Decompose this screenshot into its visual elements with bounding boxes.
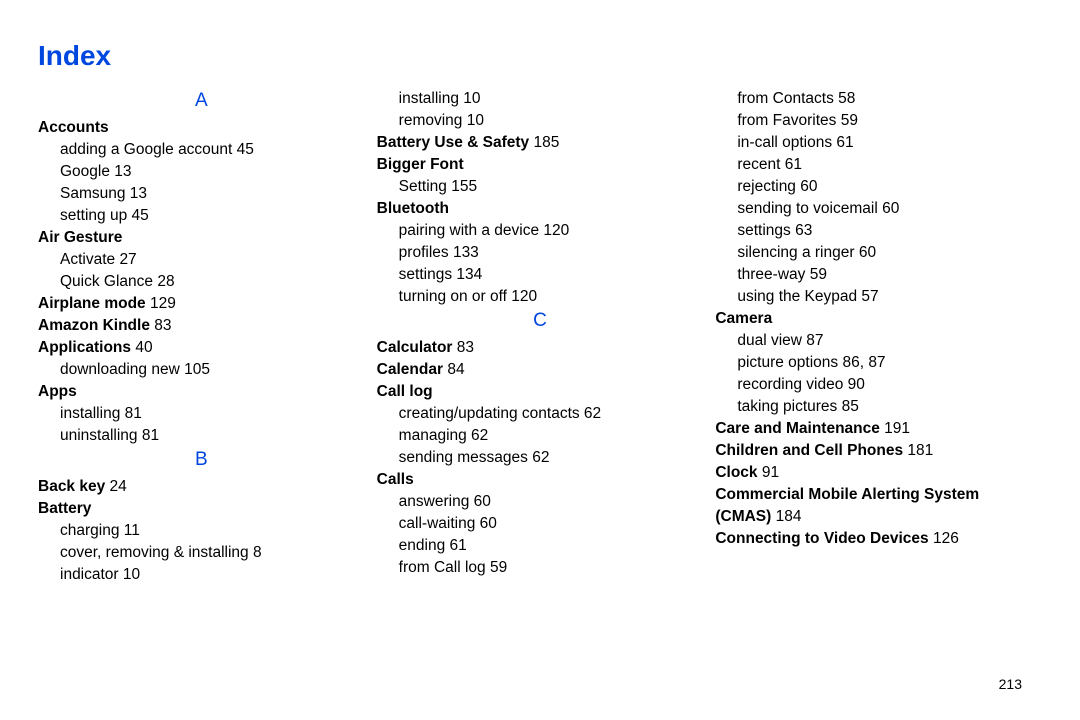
index-columns: A Accounts adding a Google account 45 Go…: [38, 88, 1042, 586]
column-2: installing 10 removing 10 Battery Use & …: [377, 88, 704, 586]
camera-sub1: dual view 87: [715, 330, 1042, 352]
battery-sub3: indicator 10: [38, 564, 365, 586]
bluetooth-sub4: turning on or off 120: [377, 286, 704, 308]
cmas-page: 184: [771, 508, 801, 525]
apps-sub2: uninstalling 81: [38, 425, 365, 447]
apps-sub1: installing 81: [38, 403, 365, 425]
care-page: 191: [880, 420, 910, 437]
calls-sub11: settings 63: [715, 220, 1042, 242]
applications-sub1: downloading new 105: [38, 359, 365, 381]
battery-sub1: charging 11: [38, 520, 365, 542]
apps-term: Apps: [38, 383, 77, 400]
call-log-term: Call log: [377, 383, 433, 400]
calls-sub8: recent 61: [715, 154, 1042, 176]
accounts-sub3: Samsung 13: [38, 183, 365, 205]
applications-term: Applications: [38, 339, 131, 356]
calls-sub14: using the Keypad 57: [715, 286, 1042, 308]
bluetooth-sub2: profiles 133: [377, 242, 704, 264]
calls-sub10: sending to voicemail 60: [715, 198, 1042, 220]
calls-sub3: ending 61: [377, 535, 704, 557]
accounts-sub1: adding a Google account 45: [38, 139, 365, 161]
calls-sub7: in-call options 61: [715, 132, 1042, 154]
call-log-sub2: managing 62: [377, 425, 704, 447]
cmas-term2: (CMAS): [715, 508, 771, 525]
letter-b: B: [38, 447, 365, 474]
calls-sub13: three-way 59: [715, 264, 1042, 286]
bluetooth-sub3: settings 134: [377, 264, 704, 286]
calls-sub12: silencing a ringer 60: [715, 242, 1042, 264]
battery-sub2: cover, removing & installing 8: [38, 542, 365, 564]
video-page: 126: [929, 530, 959, 547]
airplane-mode-page: 129: [146, 295, 176, 312]
battery-term: Battery: [38, 500, 91, 517]
applications-page: 40: [131, 339, 153, 356]
amazon-kindle-term: Amazon Kindle: [38, 317, 150, 334]
calls-sub1: answering 60: [377, 491, 704, 513]
calendar-term: Calendar: [377, 361, 443, 378]
battery-cont-sub2: removing 10: [377, 110, 704, 132]
calendar-page: 84: [443, 361, 465, 378]
calls-sub9: rejecting 60: [715, 176, 1042, 198]
column-3: from Contacts 58 from Favorites 59 in-ca…: [715, 88, 1042, 586]
battery-use-term: Battery Use & Safety: [377, 134, 529, 151]
letter-a: A: [38, 88, 365, 115]
battery-cont-sub1: installing 10: [377, 88, 704, 110]
calls-sub5: from Contacts 58: [715, 88, 1042, 110]
call-log-sub3: sending messages 62: [377, 447, 704, 469]
bigger-font-sub1: Setting 155: [377, 176, 704, 198]
children-term: Children and Cell Phones: [715, 442, 903, 459]
clock-page: 91: [758, 464, 780, 481]
back-key-term: Back key: [38, 478, 105, 495]
bigger-font-term: Bigger Font: [377, 156, 464, 173]
back-key-page: 24: [105, 478, 127, 495]
care-term: Care and Maintenance: [715, 420, 880, 437]
call-log-sub1: creating/updating contacts 62: [377, 403, 704, 425]
cmas-term1: Commercial Mobile Alerting System: [715, 486, 979, 503]
accounts-sub2: Google 13: [38, 161, 365, 183]
index-title: Index: [38, 40, 1042, 72]
bluetooth-sub1: pairing with a device 120: [377, 220, 704, 242]
camera-sub3: recording video 90: [715, 374, 1042, 396]
camera-sub2: picture options 86, 87: [715, 352, 1042, 374]
letter-c: C: [377, 308, 704, 335]
calls-sub4: from Call log 59: [377, 557, 704, 579]
calculator-term: Calculator: [377, 339, 453, 356]
children-page: 181: [903, 442, 933, 459]
air-gesture-sub1: Activate 27: [38, 249, 365, 271]
calls-term: Calls: [377, 471, 414, 488]
air-gesture-sub2: Quick Glance 28: [38, 271, 365, 293]
amazon-kindle-page: 83: [150, 317, 172, 334]
bluetooth-term: Bluetooth: [377, 200, 449, 217]
accounts-term: Accounts: [38, 119, 109, 136]
air-gesture-term: Air Gesture: [38, 229, 122, 246]
calculator-page: 83: [452, 339, 474, 356]
calls-sub2: call-waiting 60: [377, 513, 704, 535]
airplane-mode-term: Airplane mode: [38, 295, 146, 312]
calls-sub6: from Favorites 59: [715, 110, 1042, 132]
video-term: Connecting to Video Devices: [715, 530, 928, 547]
accounts-sub4: setting up 45: [38, 205, 365, 227]
battery-use-page: 185: [529, 134, 559, 151]
column-1: A Accounts adding a Google account 45 Go…: [38, 88, 365, 586]
camera-term: Camera: [715, 310, 772, 327]
page-number: 213: [999, 676, 1022, 692]
camera-sub4: taking pictures 85: [715, 396, 1042, 418]
clock-term: Clock: [715, 464, 757, 481]
